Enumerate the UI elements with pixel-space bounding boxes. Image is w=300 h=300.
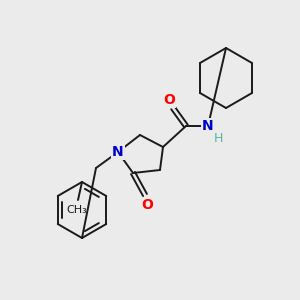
Text: O: O [141, 198, 153, 212]
Text: H: H [213, 131, 223, 145]
Text: N: N [202, 119, 214, 133]
Text: CH₃: CH₃ [67, 205, 87, 215]
Text: O: O [163, 93, 175, 107]
Text: N: N [112, 145, 124, 159]
